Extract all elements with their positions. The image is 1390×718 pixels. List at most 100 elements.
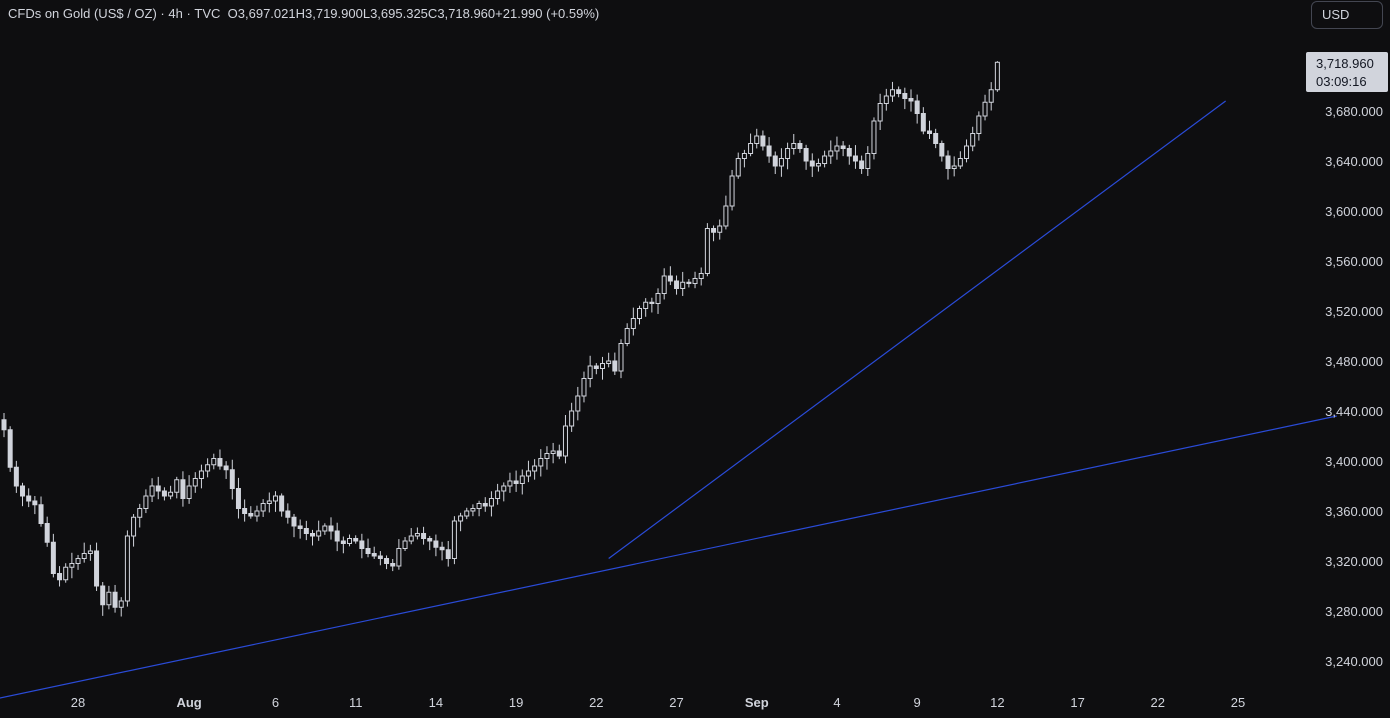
candle: [920, 107, 926, 135]
candle: [94, 542, 100, 591]
candle-body-down: [223, 465, 229, 471]
candle: [334, 522, 340, 552]
candle-body-up: [748, 143, 754, 154]
candle-body-up: [618, 343, 624, 372]
price-axis-tick: 3,240.000: [1325, 654, 1383, 669]
candle-body-up: [532, 465, 538, 472]
candle-body-up: [828, 150, 834, 157]
candle: [532, 459, 538, 480]
time-axis-tick: 9: [914, 695, 921, 710]
price-axis-tick: 3,600.000: [1325, 204, 1383, 219]
candle: [976, 111, 982, 141]
close-value: 3,718.960: [437, 6, 496, 21]
candle-body-up: [834, 145, 840, 152]
interval-label: 4h: [168, 6, 183, 21]
legend-header[interactable]: CFDs on Gold (US$ / OZ) · 4h · TVC O 3,6…: [8, 6, 600, 21]
candle-body-down: [556, 450, 562, 457]
instrument-name: CFDs on Gold (US$ / OZ): [8, 6, 157, 21]
candle: [637, 305, 643, 325]
candle: [38, 496, 44, 527]
candle-body-up: [587, 365, 593, 379]
currency-button[interactable]: USD: [1311, 1, 1383, 29]
candle: [889, 81, 895, 102]
candle: [75, 554, 81, 570]
candle: [618, 339, 624, 379]
candle: [501, 482, 507, 502]
candle: [458, 512, 464, 532]
candle-body-up: [661, 275, 667, 294]
candle-body-up: [75, 558, 81, 564]
candle: [44, 516, 50, 547]
candle-body-down: [667, 275, 673, 282]
candle: [822, 150, 828, 168]
candle-body-up: [865, 153, 871, 169]
candle: [933, 128, 939, 149]
candle-body-up: [575, 395, 581, 412]
candle: [57, 566, 63, 587]
time-axis-tick: 28: [71, 695, 85, 710]
candle-body-up: [254, 510, 260, 517]
candle: [507, 472, 513, 493]
candle-body-down: [711, 228, 717, 233]
candle-body-down: [593, 365, 599, 369]
candle-body-down: [674, 280, 680, 289]
trendline[interactable]: [0, 415, 1337, 699]
candle-body-down: [840, 145, 846, 149]
candle: [211, 453, 217, 470]
candle: [118, 597, 124, 617]
candle-body-down: [217, 458, 223, 467]
candle: [396, 539, 402, 570]
candle-body-up: [994, 61, 1000, 91]
candle: [525, 460, 531, 483]
trendline[interactable]: [608, 100, 1227, 559]
candle-body-up: [124, 535, 130, 602]
candle: [797, 140, 803, 153]
candle: [87, 544, 93, 561]
candle-body-down: [32, 500, 38, 506]
candle-body-down: [310, 533, 315, 537]
candle-body-down: [914, 100, 920, 114]
candle-body-up: [118, 600, 124, 608]
close-label: C: [427, 6, 438, 21]
price-axis[interactable]: 3,240.000 3,280.000 3,320.000 3,360.000 3,40…: [1325, 104, 1383, 669]
candle: [877, 93, 883, 131]
candle-body-up: [655, 293, 661, 304]
candle-body-up: [501, 485, 507, 492]
candle: [939, 140, 945, 162]
candle-body-up: [507, 480, 513, 487]
candle: [291, 513, 297, 538]
candle-body-up: [785, 148, 791, 159]
candle: [371, 546, 377, 559]
candle-body-down: [13, 466, 19, 487]
candle: [957, 151, 963, 169]
time-axis-tick: Sep: [745, 695, 769, 710]
candle-body-down: [760, 135, 766, 147]
candle: [427, 535, 433, 551]
candle-body-up: [63, 566, 69, 581]
candle: [692, 271, 698, 289]
candle-body-down: [44, 523, 50, 543]
candle-body-up: [877, 103, 883, 122]
candle: [970, 126, 976, 152]
candle: [630, 307, 636, 336]
candle-body-down: [809, 160, 815, 167]
candle-body-up: [815, 163, 821, 167]
candle-body-down: [161, 490, 167, 497]
candle-body-down: [291, 516, 297, 527]
candle: [896, 86, 902, 98]
candle-body-up: [186, 485, 192, 499]
candle-body-down: [927, 130, 932, 134]
candle: [711, 225, 717, 242]
candle: [723, 195, 729, 230]
candle: [131, 514, 137, 547]
candle-body-up: [168, 491, 174, 497]
candle-body-up: [822, 155, 828, 164]
candle-body-down: [846, 148, 852, 157]
candle: [606, 352, 612, 368]
candle: [513, 470, 519, 492]
candle-body-up: [957, 158, 963, 167]
candle: [112, 584, 118, 613]
time-axis[interactable]: 28 Aug 6 11 14 19 22 27 Sep 4 9 12 17 22 25: [71, 695, 1245, 710]
